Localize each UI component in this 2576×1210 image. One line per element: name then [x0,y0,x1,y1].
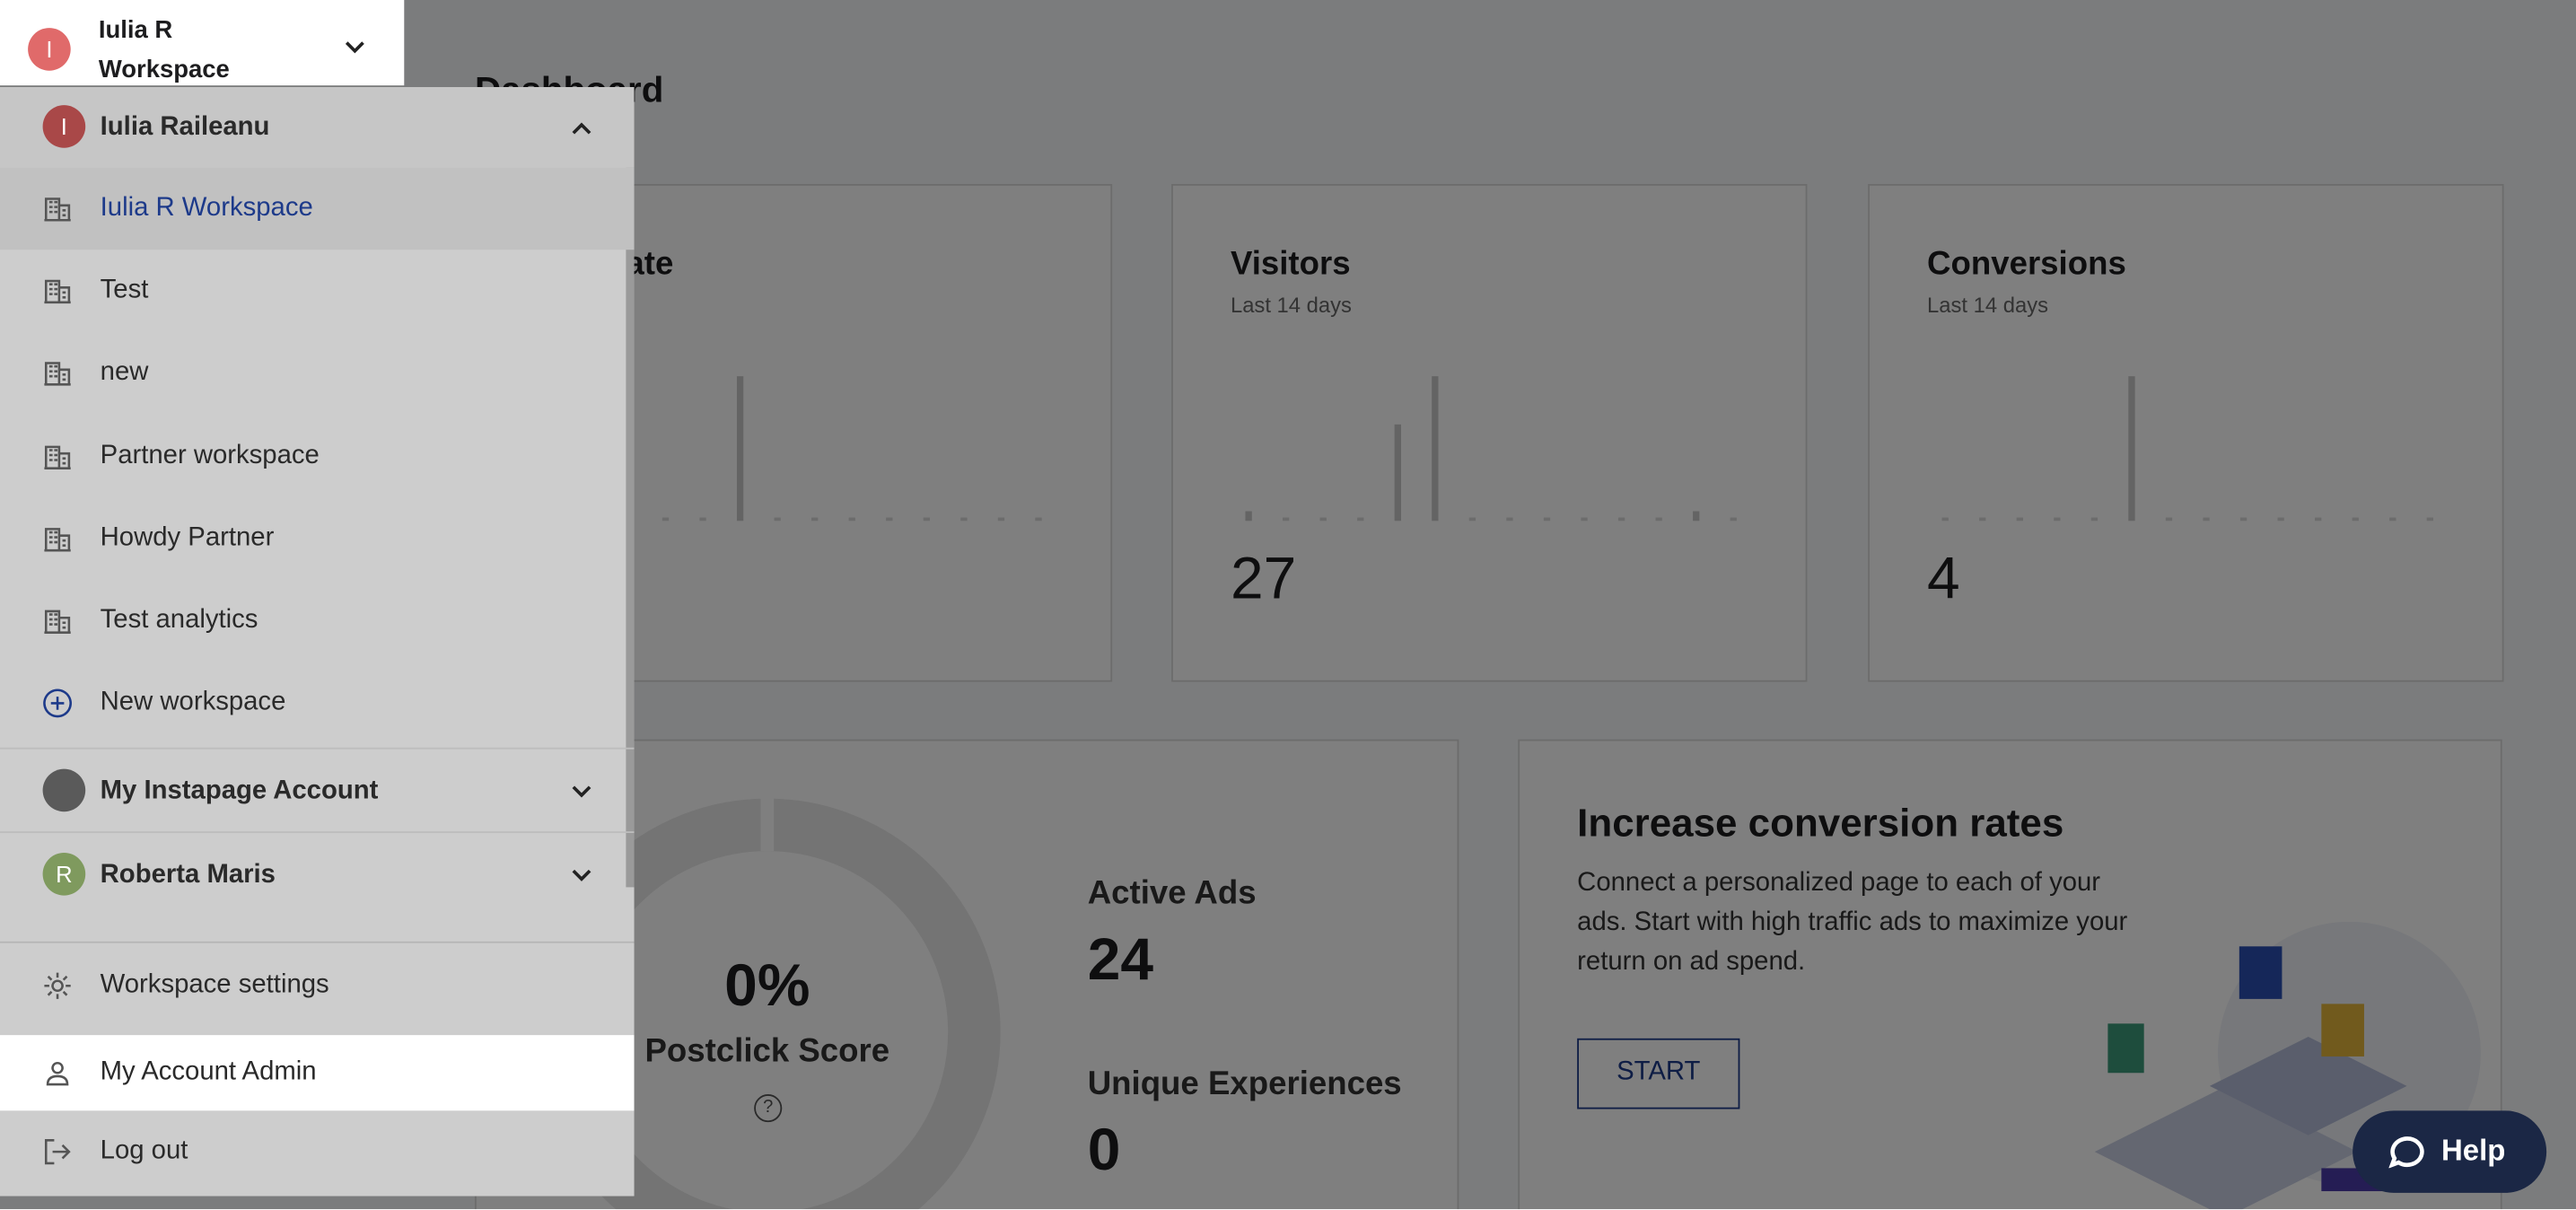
building-icon [44,197,71,222]
action-item[interactable]: My Account Admin [0,1035,635,1111]
divider [0,941,635,943]
menu-item-label: Iulia Raileanu [100,112,270,141]
avatar-photo [42,768,86,812]
workspace-item[interactable]: new [0,332,635,415]
menu-item-label: new [100,358,149,387]
icon-path [44,527,71,552]
help-button[interactable]: Help [2353,1110,2547,1193]
chevron [572,869,591,881]
scrollbar [626,87,635,888]
gear-icon [44,972,71,999]
menu-item-label: Workspace settings [100,970,329,999]
chevron [572,122,591,135]
building-icon [44,609,71,634]
building-icon [44,280,71,304]
menu-item-label: Roberta Maris [100,860,276,889]
workspace-switcher[interactable]: I Iulia R Workspace [0,0,405,86]
avatar: I [42,105,86,148]
avatar: I [28,28,71,71]
avatar: R [42,852,86,896]
workspace-item[interactable]: Howdy Partner [0,497,635,580]
help-label: Help [2440,1133,2506,1167]
chat-icon [2388,1136,2424,1169]
icon-path [44,972,71,999]
person-icon [46,1061,69,1086]
menu-item-label: Log out [100,1136,188,1165]
chevron [572,785,591,798]
logout-icon [44,1139,71,1165]
workspace-menu: Iulia Raileanu I Iulia R Workspace Test new P… [0,87,635,1197]
action-item[interactable]: Log out [0,1110,635,1193]
workspace-item[interactable]: Test analytics [0,580,635,662]
workspace-name: Iulia R Workspace [98,16,230,84]
menu-item-label: Test analytics [100,606,258,635]
user-row[interactable]: Iulia Raileanu I [0,87,635,168]
menu-item-label: Iulia R Workspace [100,193,313,223]
menu-item-label: My Instapage Account [100,776,379,804]
chevron-path [572,122,591,135]
new-workspace[interactable]: New workspace [0,662,635,745]
icon-path [43,688,72,718]
workspace-item[interactable]: Partner workspace [0,415,635,497]
building-icon [44,362,71,387]
workspace-item[interactable]: Iulia R Workspace [0,167,635,250]
icon-path [46,1061,69,1086]
building-icon [44,444,71,469]
icon-path [44,280,71,304]
plus-icon [43,688,72,718]
menu-item-label: My Account Admin [100,1057,317,1086]
account-row[interactable]: My Instapage Account [0,747,635,833]
chevron-path [572,869,591,881]
icon-path [44,609,71,634]
icon-path [44,444,71,469]
icon-path [44,1139,71,1165]
icon-path [44,197,71,222]
menu-item-label: New workspace [100,688,286,717]
menu-item-label: Howdy Partner [100,523,275,552]
menu-item-label: Test [100,276,149,304]
workspace-item[interactable]: Test [0,250,635,333]
menu-item-label: Partner workspace [100,441,320,469]
building-icon [44,527,71,552]
icon-path [44,362,71,387]
chevron-path [572,785,591,798]
chevron [345,41,364,54]
account-row[interactable]: Roberta Maris R [0,831,635,916]
action-item[interactable]: Workspace settings [0,944,635,1027]
